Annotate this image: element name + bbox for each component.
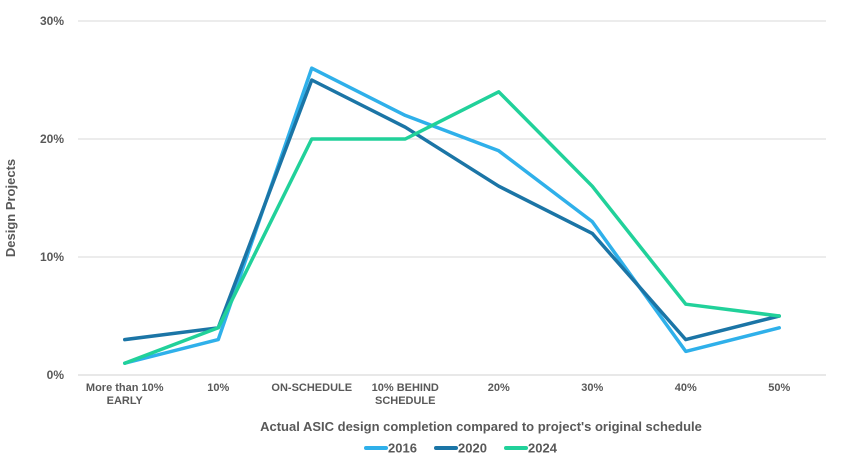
x-tick-label: 40%: [675, 382, 697, 394]
x-tick-label-line: 10% BEHIND: [372, 382, 439, 394]
legend-label: 2020: [458, 441, 487, 456]
x-tick-label: More than 10% EARLY: [86, 382, 164, 407]
x-tick-label-line: ON-SCHEDULE: [271, 382, 352, 394]
x-tick-label-line: 20%: [488, 382, 510, 394]
legend-item-2020: 2020: [434, 441, 487, 456]
x-tick-label-line: EARLY: [107, 395, 144, 407]
series-line-2020: [123, 78, 781, 342]
x-tick-label: 30%: [581, 382, 603, 394]
y-tick-label: 20%: [40, 132, 64, 146]
legend: 2016 2020 2024: [364, 441, 558, 456]
x-tick-label-line: 50%: [768, 382, 790, 394]
y-axis-ticks: 0% 10% 20% 30%: [40, 14, 64, 382]
series-lines: [123, 66, 781, 365]
x-axis-ticks: More than 10% EARLY 10% ON-SCHEDULE 10% BEHI…: [86, 382, 791, 407]
legend-item-2024: 2024: [504, 441, 558, 456]
x-tick-label: 50%: [768, 382, 790, 394]
y-tick-label: 10%: [40, 250, 64, 264]
x-tick-label-line: 10%: [207, 382, 229, 394]
x-tick-label: 10%: [207, 382, 229, 394]
gridlines: [78, 20, 826, 376]
series-line-2024: [123, 90, 781, 365]
legend-label: 2024: [528, 441, 558, 456]
x-tick-label: 10% BEHIND SCHEDULE: [372, 382, 439, 407]
x-tick-label-line: 40%: [675, 382, 697, 394]
x-tick-label-line: SCHEDULE: [375, 395, 436, 407]
x-tick-label: ON-SCHEDULE: [271, 382, 352, 394]
legend-item-2016: 2016: [364, 441, 417, 456]
y-tick-label: 0%: [47, 368, 65, 382]
x-tick-label-line: 30%: [581, 382, 603, 394]
x-tick-label-line: More than 10%: [86, 382, 164, 394]
x-tick-label: 20%: [488, 382, 510, 394]
y-axis-title: Design Projects: [3, 159, 18, 257]
y-tick-label: 30%: [40, 14, 64, 28]
legend-label: 2016: [388, 441, 417, 456]
x-axis-title: Actual ASIC design completion compared t…: [260, 419, 702, 434]
